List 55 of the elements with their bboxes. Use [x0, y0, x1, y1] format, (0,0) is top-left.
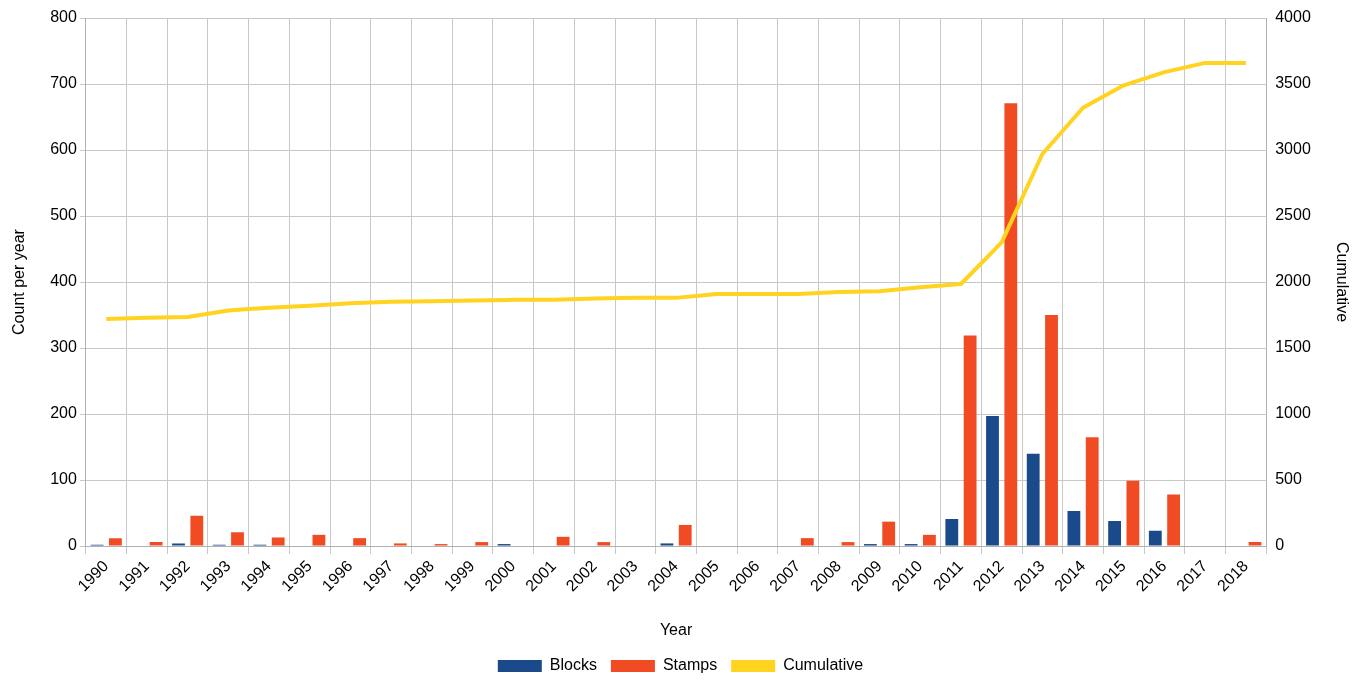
- x-axis-title: Year: [659, 620, 693, 638]
- y2-tick-label: 3500: [1275, 74, 1311, 92]
- y-tick-label: 200: [50, 404, 77, 422]
- bar: [190, 515, 204, 546]
- y2-tick-label: 1000: [1275, 404, 1311, 422]
- bar: [986, 416, 999, 546]
- y-tick-label: 300: [50, 338, 77, 356]
- bar: [312, 534, 326, 546]
- bar: [945, 518, 959, 546]
- bar: [149, 542, 163, 546]
- y-tick-label: 700: [50, 74, 77, 92]
- bar: [1148, 530, 1162, 546]
- bar: [800, 538, 814, 546]
- y2-tick-label: 500: [1275, 470, 1302, 488]
- y2-tick-label: 3000: [1275, 140, 1311, 158]
- bar: [1004, 103, 1018, 546]
- bar: [1067, 511, 1081, 546]
- bar: [963, 335, 977, 546]
- bar: [660, 543, 674, 546]
- bar: [556, 536, 570, 546]
- bar: [597, 542, 611, 546]
- y-tick-label: 500: [50, 206, 77, 224]
- bar: [1126, 480, 1140, 546]
- y-tick-label: 600: [50, 140, 77, 158]
- legend-label: Stamps: [662, 656, 718, 674]
- bar: [108, 538, 122, 546]
- legend-label: Blocks: [549, 656, 597, 674]
- bar: [475, 542, 489, 546]
- y-tick-label: 100: [50, 470, 77, 488]
- bar: [1167, 494, 1181, 546]
- bar: [1108, 520, 1122, 546]
- bar: [231, 532, 244, 546]
- y2-tick-label: 0: [1275, 536, 1285, 554]
- bar: [353, 538, 367, 546]
- y2-tick-label: 1500: [1275, 338, 1311, 356]
- bar: [1045, 315, 1058, 546]
- bar: [678, 524, 692, 546]
- y-tick-label: 800: [50, 8, 77, 26]
- bar: [923, 534, 936, 546]
- bar: [1248, 542, 1262, 546]
- bar: [1085, 437, 1099, 546]
- y2-tick-label: 2000: [1275, 272, 1311, 290]
- bar: [393, 543, 407, 546]
- y2-axis-title: Cumulative: [1333, 242, 1351, 323]
- y-tick-label: 400: [50, 272, 77, 290]
- bar: [172, 543, 185, 546]
- bar: [841, 542, 855, 546]
- y-axis-title: Count per year: [10, 228, 28, 335]
- bar: [882, 521, 896, 546]
- legend-label: Cumulative: [783, 656, 864, 674]
- y-tick-label: 0: [67, 536, 77, 554]
- y2-tick-label: 4000: [1275, 8, 1311, 26]
- y2-tick-label: 2500: [1275, 206, 1311, 224]
- bar: [271, 537, 285, 546]
- bar: [1026, 453, 1040, 546]
